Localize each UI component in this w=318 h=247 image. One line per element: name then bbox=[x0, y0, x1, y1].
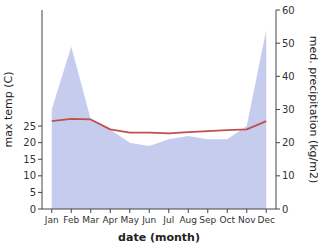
x-tick bbox=[207, 209, 208, 213]
x-tick bbox=[266, 209, 267, 213]
x-axis-label: date (month) bbox=[118, 231, 200, 244]
y-tick bbox=[38, 175, 42, 176]
x-tick-label: May bbox=[120, 215, 139, 225]
x-tick bbox=[110, 209, 111, 213]
x-tick-label: Jul bbox=[162, 215, 174, 225]
y2-tick-label: 40 bbox=[282, 71, 295, 82]
y2-tick bbox=[276, 76, 280, 77]
y2-tick-label: 50 bbox=[282, 38, 295, 49]
x-tick bbox=[246, 209, 247, 213]
y-tick-label: 0 bbox=[30, 204, 36, 215]
x-tick-label: Nov bbox=[238, 215, 256, 225]
y2-tick bbox=[276, 43, 280, 44]
y-tick-label: 10 bbox=[23, 170, 36, 181]
y2-tick bbox=[276, 109, 280, 110]
x-tick-label: Feb bbox=[63, 215, 79, 225]
y2-tick-label: 0 bbox=[282, 204, 288, 215]
y2-tick bbox=[276, 209, 280, 210]
x-tick-label: Jun bbox=[141, 215, 156, 225]
x-tick bbox=[129, 209, 130, 213]
y-tick bbox=[38, 126, 42, 127]
x-tick-label: Mar bbox=[82, 215, 99, 225]
x-tick-label: Apr bbox=[102, 215, 118, 225]
x-tick-label: Jan bbox=[44, 215, 59, 225]
y-axis-label: max temp (C) bbox=[2, 71, 15, 147]
y-tick-label: 25 bbox=[23, 121, 36, 132]
y2-tick-label: 10 bbox=[282, 170, 295, 181]
y2-axis-label: med. precipitation (kg/m2) bbox=[307, 36, 318, 184]
y-tick bbox=[38, 159, 42, 160]
left-axis-line bbox=[42, 10, 43, 209]
y-tick-label: 20 bbox=[23, 137, 36, 148]
plot-area bbox=[52, 30, 267, 209]
x-tick bbox=[149, 209, 150, 213]
x-tick bbox=[227, 209, 228, 213]
y-tick bbox=[38, 142, 42, 143]
x-tick-label: Dec bbox=[258, 215, 275, 225]
x-tick bbox=[168, 209, 169, 213]
y-tick-label: 5 bbox=[30, 187, 36, 198]
y-tick bbox=[38, 209, 42, 210]
x-tick bbox=[90, 209, 91, 213]
x-tick bbox=[71, 209, 72, 213]
x-tick bbox=[51, 209, 52, 213]
x-tick bbox=[188, 209, 189, 213]
x-tick-label: Oct bbox=[219, 215, 235, 225]
x-tick-label: Aug bbox=[179, 215, 197, 225]
y2-tick-label: 60 bbox=[282, 5, 295, 16]
y-tick-label: 15 bbox=[23, 154, 36, 165]
x-tick-label: Sep bbox=[199, 215, 216, 225]
y2-tick bbox=[276, 10, 280, 11]
y-tick bbox=[38, 192, 42, 193]
temperature-line bbox=[52, 119, 267, 134]
chart: 05101520250102030405060JanFebMarAprMayJu… bbox=[0, 0, 318, 247]
y2-tick-label: 20 bbox=[282, 137, 295, 148]
x-axis-line bbox=[42, 209, 276, 210]
y2-tick bbox=[276, 175, 280, 176]
y2-tick-label: 30 bbox=[282, 104, 295, 115]
y2-tick bbox=[276, 142, 280, 143]
precipitation-area bbox=[52, 30, 267, 209]
